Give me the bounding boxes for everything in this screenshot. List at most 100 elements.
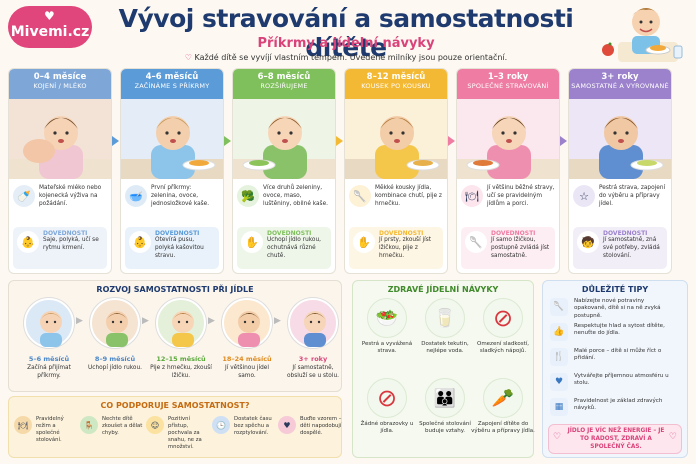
spoon-icon: 🥄 xyxy=(349,185,371,207)
step-photo xyxy=(222,298,272,348)
hand-icon: ✋ xyxy=(353,231,375,253)
tip-item: 👍 Respektujte hlad a sytost dítěte, nenuť… xyxy=(550,323,674,341)
heart-icon: ♥ xyxy=(278,416,296,434)
heart-icon: ♡ xyxy=(553,432,562,442)
stage-skill-box: DOVEDNOSTI 🥄 Jí samo lžičkou, postupně zvl… xyxy=(461,227,555,269)
star-icon: ☆ xyxy=(573,185,595,207)
stage-card: 0–4 měsíce KOJENÍ / MLÉKO 🍼 Mateřské mléko … xyxy=(8,68,112,274)
no-candy-icon: ⊘ xyxy=(483,298,523,338)
stage-card: 8–12 měsíců KOUSEK PO KOUSKU 🥄 Měkké kousky… xyxy=(344,68,448,274)
step-text: Začíná přijímat příkrmy. xyxy=(27,365,71,379)
logo-text: Mivemi.cz xyxy=(10,24,90,40)
tips-title: DŮLEŽITÉ TIPY xyxy=(581,285,649,294)
child-photo xyxy=(238,311,260,347)
step-age: 12–15 měsíců xyxy=(156,355,206,363)
stage-header: 4–6 měsíců ZAČÍNÁME S PŘÍKRMY xyxy=(121,69,223,99)
skill-text: Jí samo lžičkou, postupně zvládá jíst sa… xyxy=(491,237,550,259)
heart-icon: ♡ xyxy=(668,432,677,442)
child-photo xyxy=(345,116,447,179)
stage-description: ☆ Pestrá strava, zapojení do výběru a pří… xyxy=(569,179,671,227)
spoon-icon: 🥄 xyxy=(550,298,568,316)
skill-row: 🥄 Jí samo lžičkou, postupně zvládá jíst s… xyxy=(465,231,551,260)
arrow-icon xyxy=(224,136,231,146)
skill-text: Uchopí jídlo rukou, ochutnává různé chut… xyxy=(267,237,321,259)
stage-description: 🍽 Jí většinu běžné stravy, učí se pravide… xyxy=(457,179,559,227)
child-photo xyxy=(40,311,62,347)
calendar-icon: ▦ xyxy=(550,398,568,416)
step-photo xyxy=(90,298,140,348)
stage-description: 🥦 Více druhů zeleniny, ovoce, maso, luště… xyxy=(233,179,335,227)
stage-skill-box: DOVEDNOSTI ✋ Jí prsty, zkouší jíst lžičkou… xyxy=(349,227,443,269)
stage-text: Více druhů zeleniny, ovoce, maso, luštěn… xyxy=(263,185,328,207)
skill-title: DOVEDNOSTI xyxy=(379,230,424,237)
stage-description: 🥄 Měkké kousky jídla, kombinace chutí, pi… xyxy=(345,179,447,227)
tip-item: 🍴 Malé porce – dítě si může říct o přidán… xyxy=(550,348,674,366)
stage-skill-box: DOVEDNOSTI 👶 Otevírá pusu, polyká kašovito… xyxy=(125,227,219,269)
step-text: Uchopí jídlo rukou. xyxy=(88,365,142,371)
stage-description: 🍼 Mateřské mléko nebo kojenecká výživa na… xyxy=(9,179,111,227)
stage-age: 3+ roky xyxy=(601,72,639,82)
support-title: CO PODPORUJE SAMOSTATNOST? xyxy=(100,401,250,410)
child-photo xyxy=(172,311,194,347)
support-text: Dostatek času bez spěchu a rozptylování. xyxy=(234,416,272,436)
step-age: 3+ roky xyxy=(298,355,328,363)
skill-title: DOVEDNOSTI xyxy=(267,230,312,237)
tip-item: 🥄 Nabízejte nové potraviny opakovaně, dít… xyxy=(550,298,674,320)
stage-card: 4–6 měsíců ZAČÍNÁME S PŘÍKRMY 🥣 První příkr… xyxy=(120,68,224,274)
child-photo xyxy=(106,311,128,347)
habit-text: Zapojení dítěte do výběru a přípravy jíd… xyxy=(471,421,535,435)
bottle-icon: 🍼 xyxy=(13,185,35,207)
stage-header: 8–12 měsíců KOUSEK PO KOUSKU xyxy=(345,69,447,99)
no-screen-icon: ⊘ xyxy=(367,378,407,418)
child-eating-illustration xyxy=(602,8,683,62)
tips-footer-text: JÍDLO JE VÍC NEŽ ENERGIE – JE TO RADOST,… xyxy=(567,428,665,450)
stage-label: SPOLEČNÉ STRAVOVÁNÍ xyxy=(467,82,549,90)
support-item: ☺ Pozitivní přístup, pochvala za snahu, n… xyxy=(146,416,210,450)
support-item: 🕒 Dostatek času bez spěchu a rozptylování… xyxy=(212,416,276,437)
tip-text: Vytvářejte příjemnou atmosféru u stolu. xyxy=(574,373,669,387)
stage-label: ROZŠIŘUJEME xyxy=(260,82,308,90)
habit-item: 🥕 Zapojení dítěte do výběru a přípravy jí… xyxy=(471,378,535,435)
stage-card: 6–8 měsíců ROZŠIŘUJEME 🥦 Více druhů zelenin… xyxy=(232,68,336,274)
habit-text: Dostatek tekutin, nejlépe voda. xyxy=(421,341,469,355)
tips-footer-box: ♡ ♡ JÍDLO JE VÍC NEŽ ENERGIE – JE TO RAD… xyxy=(548,424,682,454)
support-text: Pozitivní přístup, pochvala za snahu, ne… xyxy=(168,416,202,450)
step-photo xyxy=(288,298,338,348)
habit-item: ⊘ Žádné obrazovky u jídla. xyxy=(358,378,416,435)
arrow-icon xyxy=(336,136,343,146)
baby-icon: 👶 xyxy=(129,231,151,253)
habits-title: ZDRAVÉ JÍDELNÍ NÁVYKY xyxy=(387,285,499,294)
stage-text: Pestrá strava, zapojení do výběru a příp… xyxy=(599,185,666,207)
skill-text: Jí samostatně, zná své potřeby, zvládá s… xyxy=(603,237,660,259)
stage-text: Měkké kousky jídla, kombinace chutí, pij… xyxy=(375,185,442,207)
tip-item: ▦ Pravidelnost je základ zdravých návyků. xyxy=(550,398,674,416)
support-text: Nechte dítě zkoušet a dělat chyby. xyxy=(102,416,143,436)
stage-photo xyxy=(233,99,335,179)
child-photo xyxy=(121,116,223,179)
stage-label: ZAČÍNÁME S PŘÍKRMY xyxy=(134,82,210,90)
tip-text: Nabízejte nové potraviny opakovaně, dítě… xyxy=(574,298,661,319)
header-note-text: Každé dítě se vyvíjí vlastním tempem. Uv… xyxy=(194,53,508,62)
stage-text: Mateřské mléko nebo kojenecká výživa na … xyxy=(39,185,102,207)
stage-photo xyxy=(345,99,447,179)
stage-age: 1–3 roky xyxy=(487,72,529,82)
support-item: 🪑 Nechte dítě zkoušet a dělat chyby. xyxy=(80,416,144,437)
skill-title: DOVEDNOSTI xyxy=(43,230,88,237)
smile-icon: ☺ xyxy=(146,416,164,434)
skill-row: ✋ Jí prsty, zkouší jíst lžičkou, pije z h… xyxy=(353,231,439,260)
habit-item: ⊘ Omezení sladkostí, sladkých nápojů. xyxy=(474,298,532,355)
stage-age: 4–6 měsíců xyxy=(145,72,199,82)
skill-title: DOVEDNOSTI xyxy=(603,230,648,237)
arrow-icon xyxy=(448,136,455,146)
stage-age: 6–8 měsíců xyxy=(257,72,311,82)
hand-icon: ✋ xyxy=(241,231,263,253)
plate-icon: 🍽 xyxy=(461,185,483,207)
step-text: Jí samostatně, obsluží se u stolu. xyxy=(287,365,339,379)
arrow-icon: ▶ xyxy=(76,316,83,326)
skill-row: 🧒 Jí samostatně, zná své potřeby, zvládá … xyxy=(577,231,663,260)
stage-photo xyxy=(121,99,223,179)
baby-icon: 👶 xyxy=(17,231,39,253)
step-age: 18–24 měsíců xyxy=(222,355,272,363)
skill-row: ✋ Uchopí jídlo rukou, ochutnává různé chu… xyxy=(241,231,327,260)
stage-skill-box: DOVEDNOSTI 👶 Saje, polyká, učí se rytmu kr… xyxy=(13,227,107,269)
